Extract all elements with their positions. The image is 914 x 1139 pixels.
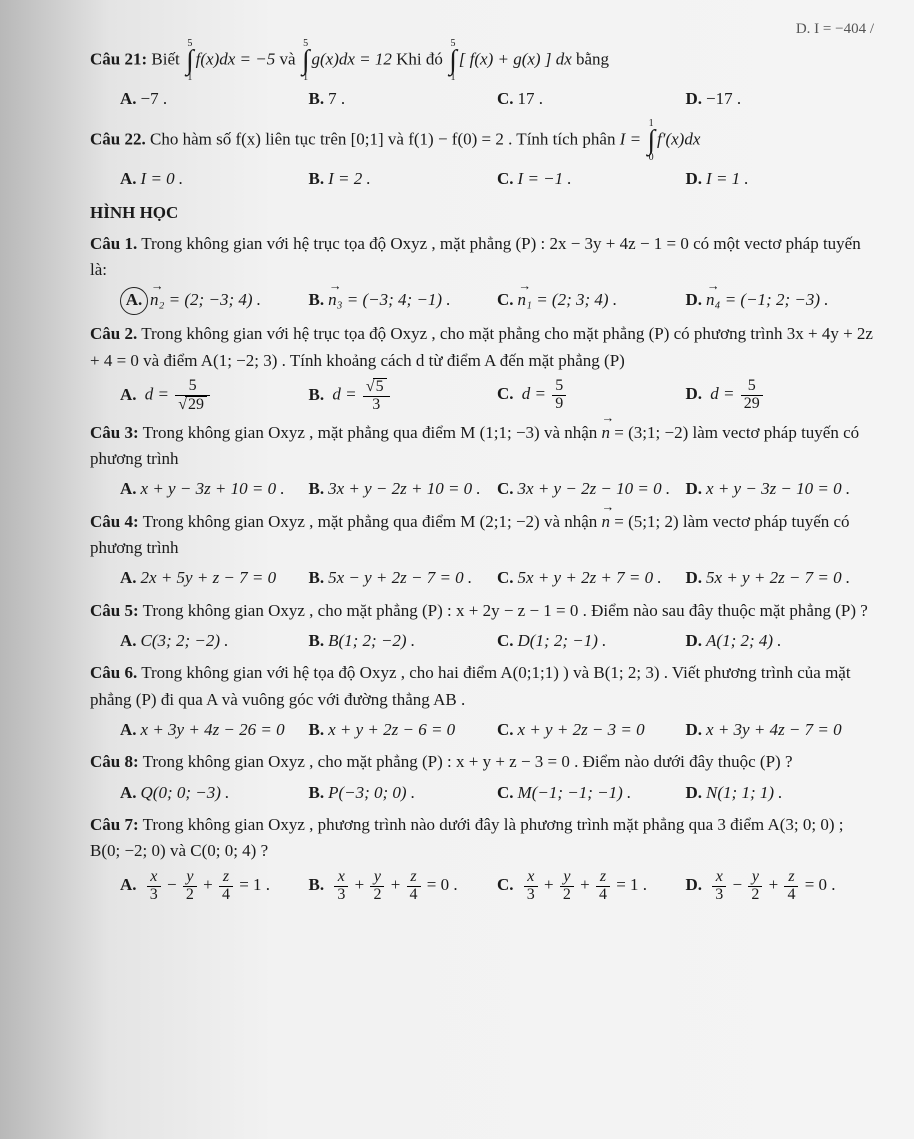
section-hinh-hoc: HÌNH HỌC <box>90 200 874 226</box>
hinhhoc-q1: Câu 1. Trong không gian với hệ trục tọa … <box>90 231 874 284</box>
q22-opt-d: D.I = 1 . <box>686 166 875 192</box>
hinhhoc-q4: Câu 4: Trong không gian Oxyz , mặt phẳng… <box>90 509 874 562</box>
q22-Ieq: I = <box>620 129 641 148</box>
h7-text: Trong không gian Oxyz , phương trình nào… <box>90 815 843 860</box>
h3-vec: n <box>602 420 611 446</box>
h1-opt-c: C.n₁ = (2; 3; 4) . <box>497 287 686 315</box>
h6-text: Trong không gian với hệ tọa độ Oxyz , ch… <box>90 663 851 708</box>
hinhhoc-q6: Câu 6. Trong không gian với hệ tọa độ Ox… <box>90 660 874 713</box>
h2-text: Trong không gian với hệ trục tọa độ Oxyz… <box>90 324 873 369</box>
h8-opt-a: A.Q(0; 0; −3) . <box>120 780 309 806</box>
h1-text: Trong không gian với hệ trục tọa độ Oxyz… <box>90 234 861 279</box>
q21-int3: 5 ∫ 1 <box>449 39 457 82</box>
h5-opt-a: A.C(3; 2; −2) . <box>120 628 309 654</box>
h5-opt-c: C.D(1; 2; −1) . <box>497 628 686 654</box>
q22-opt-a: A.I = 0 . <box>120 166 309 192</box>
q22-options: A.I = 0 . B.I = 2 . C.I = −1 . D.I = 1 . <box>120 166 874 192</box>
q21-mid2: Khi đó <box>396 50 443 69</box>
q21-label: Câu 21: <box>90 50 147 69</box>
q21-opt-b: B.7 . <box>309 86 498 112</box>
h5-label: Câu 5: <box>90 601 139 620</box>
h1-options: A.n₂ = (2; −3; 4) . B.n₃ = (−3; 4; −1) .… <box>120 287 874 315</box>
stray-top-right: D. I = −404 / <box>90 18 874 41</box>
q22-text: Cho hàm số f(x) liên tục trên [0;1] và f… <box>150 129 615 148</box>
h3-opt-d: D.x + y − 3z − 10 = 0 . <box>686 476 875 502</box>
h2-options: A. d = 5√29 B. d = √53 C. d = 59 D. d = … <box>120 378 874 414</box>
h4-text1: Trong không gian Oxyz , mặt phẳng qua đi… <box>143 512 602 531</box>
h5-opt-b: B.B(1; 2; −2) . <box>309 628 498 654</box>
h2-opt-d: D. d = 529 <box>686 378 875 414</box>
h3-options: A.x + y − 3z + 10 = 0 . B.3x + y − 2z + … <box>120 476 874 502</box>
h3-text1: Trong không gian Oxyz , mặt phẳng qua đi… <box>143 423 602 442</box>
h8-label: Câu 8: <box>90 752 139 771</box>
q21-tail: bằng <box>576 50 609 69</box>
h2-opt-c: C. d = 59 <box>497 378 686 414</box>
h6-opt-a: A.x + 3y + 4z − 26 = 0 <box>120 717 309 743</box>
q21-pre: Biết <box>151 50 179 69</box>
hinhhoc-q2: Câu 2. Trong không gian với hệ trục tọa … <box>90 321 874 374</box>
h4-opt-a: A.2x + 5y + z − 7 = 0 <box>120 565 309 591</box>
question-21: Câu 21: Biết 5 ∫ 1 f(x)dx = −5 và 5 ∫ 1 … <box>90 39 874 82</box>
h3-opt-b: B.3x + y − 2z + 10 = 0 . <box>309 476 498 502</box>
h4-opt-d: D.5x + y + 2z − 7 = 0 . <box>686 565 875 591</box>
h1-opt-a: A.n₂ = (2; −3; 4) . <box>120 287 309 315</box>
h2-opt-b: B. d = √53 <box>309 378 498 414</box>
h4-vec: n <box>602 509 611 535</box>
h1-circled-a: A. <box>120 287 148 315</box>
h2-label: Câu 2. <box>90 324 137 343</box>
h8-opt-b: B.P(−3; 0; 0) . <box>309 780 498 806</box>
q22-int-body: f′(x)dx <box>657 129 700 148</box>
h6-opt-c: C.x + y + 2z − 3 = 0 <box>497 717 686 743</box>
h6-opt-b: B.x + y + 2z − 6 = 0 <box>309 717 498 743</box>
h1-label: Câu 1. <box>90 234 137 253</box>
h6-label: Câu 6. <box>90 663 137 682</box>
q21-opt-c: C.17 . <box>497 86 686 112</box>
h3-opt-a: A.x + y − 3z + 10 = 0 . <box>120 476 309 502</box>
h6-opt-d: D.x + 3y + 4z − 7 = 0 <box>686 717 875 743</box>
h8-opt-d: D.N(1; 1; 1) . <box>686 780 875 806</box>
h8-options: A.Q(0; 0; −3) . B.P(−3; 0; 0) . C.M(−1; … <box>120 780 874 806</box>
hinhhoc-q8: Câu 8: Trong không gian Oxyz , cho mặt p… <box>90 749 874 775</box>
q22-opt-b: B.I = 2 . <box>309 166 498 192</box>
q21-int1-body: f(x)dx = −5 <box>196 50 276 69</box>
h5-text: Trong không gian Oxyz , cho mặt phẳng (P… <box>143 601 868 620</box>
h7-opt-d: D. x3 − y2 + z4 = 0 . <box>686 869 875 904</box>
h7-opt-a: A. x3 − y2 + z4 = 1 . <box>120 869 309 904</box>
h3-opt-c: C.3x + y − 2z − 10 = 0 . <box>497 476 686 502</box>
h6-options: A.x + 3y + 4z − 26 = 0 B.x + y + 2z − 6 … <box>120 717 874 743</box>
h1-opt-b: B.n₃ = (−3; 4; −1) . <box>309 287 498 315</box>
q21-int2: 5 ∫ 1 <box>302 39 310 82</box>
q22-label: Câu 22. <box>90 129 146 148</box>
h3-label: Câu 3: <box>90 423 139 442</box>
q21-int1: 5 ∫ 1 <box>186 39 194 82</box>
q21-int2-body: g(x)dx = 12 <box>311 50 391 69</box>
h2-opt-a: A. d = 5√29 <box>120 378 309 414</box>
hinhhoc-q3: Câu 3: Trong không gian Oxyz , mặt phẳng… <box>90 420 874 473</box>
q21-int3-body: [ f(x) + g(x) ] dx <box>459 50 572 69</box>
h1-opt-d: D.n₄ = (−1; 2; −3) . <box>686 287 875 315</box>
q21-opt-a: A.−7 . <box>120 86 309 112</box>
q22-opt-c: C.I = −1 . <box>497 166 686 192</box>
h7-opt-c: C. x3 + y2 + z4 = 1 . <box>497 869 686 904</box>
h5-options: A.C(3; 2; −2) . B.B(1; 2; −2) . C.D(1; 2… <box>120 628 874 654</box>
h5-opt-d: D.A(1; 2; 4) . <box>686 628 875 654</box>
h4-opt-c: C.5x + y + 2z + 7 = 0 . <box>497 565 686 591</box>
h7-label: Câu 7: <box>90 815 139 834</box>
q21-options: A.−7 . B.7 . C.17 . D.−17 . <box>120 86 874 112</box>
question-22: Câu 22. Cho hàm số f(x) liên tục trên [0… <box>90 119 874 162</box>
hinhhoc-q7: Câu 7: Trong không gian Oxyz , phương tr… <box>90 812 874 865</box>
h8-opt-c: C.M(−1; −1; −1) . <box>497 780 686 806</box>
q22-int: 1 ∫ 0 <box>647 119 655 162</box>
q21-opt-d: D.−17 . <box>686 86 875 112</box>
q21-mid1: và <box>280 50 296 69</box>
h4-label: Câu 4: <box>90 512 139 531</box>
h4-opt-b: B.5x − y + 2z − 7 = 0 . <box>309 565 498 591</box>
h7-options: A. x3 − y2 + z4 = 1 . B. x3 + y2 + z4 = … <box>120 869 874 904</box>
hinhhoc-q5: Câu 5: Trong không gian Oxyz , cho mặt p… <box>90 598 874 624</box>
h8-text: Trong không gian Oxyz , cho mặt phẳng (P… <box>143 752 793 771</box>
h7-opt-b: B. x3 + y2 + z4 = 0 . <box>309 869 498 904</box>
h4-options: A.2x + 5y + z − 7 = 0 B.5x − y + 2z − 7 … <box>120 565 874 591</box>
